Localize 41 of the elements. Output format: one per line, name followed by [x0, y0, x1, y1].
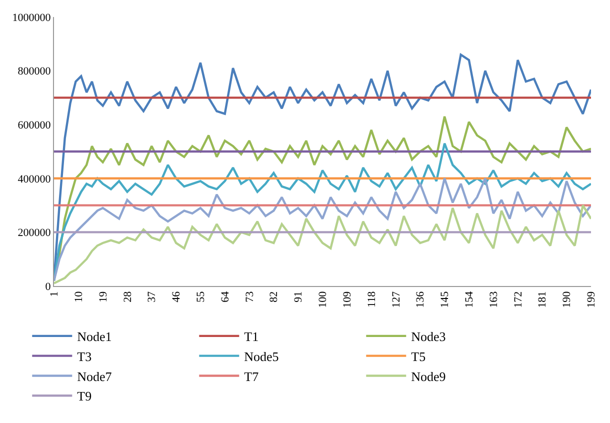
- line-series: [54, 204, 591, 284]
- x-tick-label: 145: [439, 290, 452, 308]
- x-tick-label: 127: [390, 290, 402, 308]
- x-tick-label: 181: [536, 291, 549, 308]
- x-tick-label: 118: [366, 290, 378, 308]
- x-tick-label: 100: [317, 290, 330, 308]
- x-tick-label: 109: [341, 290, 354, 308]
- y-tick-label: 600000: [18, 119, 52, 132]
- y-tick-label: 400000: [18, 173, 52, 186]
- line-series: [54, 177, 591, 282]
- x-tick-label: 136: [414, 290, 427, 308]
- x-tick-label: 73: [244, 290, 256, 302]
- legend-label: T1: [244, 328, 259, 344]
- x-tick-label: 91: [292, 291, 305, 302]
- legend-label: Node9: [411, 368, 446, 384]
- y-tick-label: 1000000: [12, 12, 52, 24]
- x-tick-label: 28: [122, 290, 134, 302]
- x-tick-label: 190: [561, 290, 574, 308]
- legend-label: Node7: [77, 368, 112, 384]
- x-tick-label: 154: [464, 290, 476, 308]
- x-tick-label: 37: [146, 290, 158, 302]
- x-tick-label: 1: [48, 291, 61, 297]
- y-tick-label: 800000: [18, 66, 52, 78]
- legend-label: Node1: [77, 328, 112, 344]
- x-tick-label: 19: [97, 290, 110, 302]
- legend-label: Node3: [411, 328, 446, 344]
- x-tick-label: 64: [219, 290, 232, 302]
- x-tick-label: 163: [488, 290, 500, 308]
- legend-label: Node5: [244, 348, 279, 364]
- x-tick-label: 10: [72, 290, 85, 302]
- x-tick-label: 172: [512, 291, 524, 308]
- y-tick-label: 0: [45, 280, 52, 293]
- legend-label: T5: [411, 348, 426, 364]
- legend-label: T9: [77, 388, 92, 404]
- legend-label: T7: [244, 368, 260, 384]
- x-tick-label: 46: [170, 290, 183, 302]
- y-tick-label: 200000: [18, 227, 52, 240]
- x-tick-label: 82: [268, 291, 280, 302]
- x-tick-label: 199: [586, 290, 598, 308]
- legend-label: T3: [77, 348, 92, 364]
- x-tick-label: 55: [195, 290, 208, 302]
